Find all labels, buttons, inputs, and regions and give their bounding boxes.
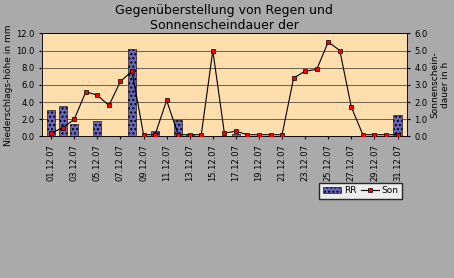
Son xyxy=(164,99,169,102)
Son xyxy=(314,68,320,71)
Bar xyxy=(70,124,79,136)
Son xyxy=(72,118,77,121)
Son xyxy=(233,130,239,133)
Legend: RR, Son: RR, Son xyxy=(320,183,402,199)
Son xyxy=(141,133,146,136)
Son xyxy=(153,133,158,136)
Son xyxy=(83,90,89,93)
Bar xyxy=(174,120,182,136)
Son xyxy=(129,70,135,73)
Bar xyxy=(186,134,194,136)
Bar xyxy=(47,110,55,136)
Title: Gegenüberstellung von Regen und
Sonnenscheindauer der: Gegenüberstellung von Regen und Sonnensc… xyxy=(115,4,333,32)
Bar xyxy=(128,49,136,136)
Son xyxy=(268,133,273,136)
Son xyxy=(245,133,250,136)
Son xyxy=(60,126,65,130)
Son xyxy=(337,49,342,52)
Son xyxy=(383,133,389,136)
Son xyxy=(291,76,296,80)
Son xyxy=(106,104,112,107)
Son xyxy=(360,133,365,136)
Son xyxy=(222,131,227,135)
Bar xyxy=(232,134,240,136)
Son xyxy=(395,133,400,136)
Son xyxy=(302,70,308,73)
Son xyxy=(279,133,285,136)
Son xyxy=(198,133,204,136)
Son xyxy=(326,40,331,44)
Bar xyxy=(59,106,67,136)
Son xyxy=(94,93,100,97)
Son xyxy=(49,131,54,135)
Son xyxy=(118,80,123,83)
Son xyxy=(256,133,262,136)
Son xyxy=(210,49,216,52)
Bar xyxy=(394,115,402,136)
Son xyxy=(175,133,181,136)
Bar xyxy=(94,121,101,136)
Line: Son: Son xyxy=(49,39,400,137)
Son xyxy=(372,133,377,136)
Y-axis label: Niederschlags-höhe in mm: Niederschlags-höhe in mm xyxy=(4,24,13,146)
Y-axis label: Sonnenschein-
dauer in h: Sonnenschein- dauer in h xyxy=(430,51,450,118)
Son xyxy=(187,133,192,136)
Bar xyxy=(151,131,159,136)
Son xyxy=(349,106,354,109)
